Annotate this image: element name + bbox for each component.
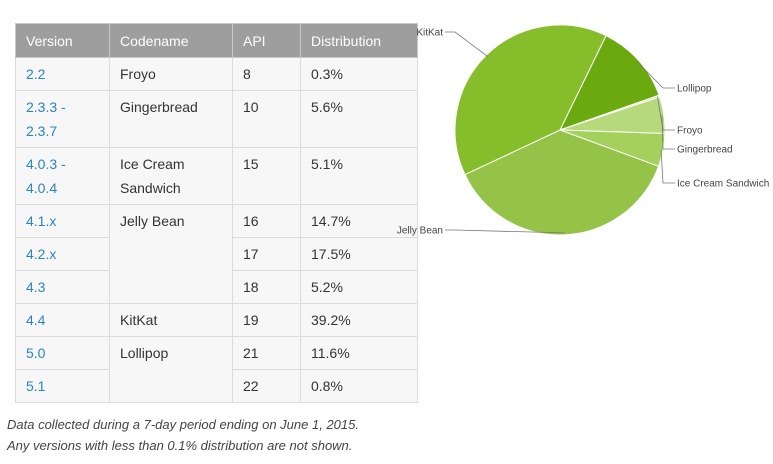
pie-label-froyo: Froyo [677,126,703,137]
api-cell: 21 [232,336,301,370]
table-row: 5.0 Lollipop 21 11.6% [15,336,418,403]
version-link[interactable]: 4.2.x [26,246,57,262]
table-row: 2.3.3 - 2.3.7 Gingerbread 10 5.6% [15,90,418,148]
pie-label-ice-cream-sandwich: Ice Cream Sandwich [677,179,769,190]
codename-cell: Froyo [109,57,233,91]
pie-slice-lollipop [559,34,660,131]
header-version: Version [15,23,110,58]
version-cell: 4.2.x [15,237,110,271]
api-cell: 8 [232,57,301,91]
pie-label-gingerbread: Gingerbread [677,145,733,156]
version-cell: 5.0 [15,336,110,370]
version-link[interactable]: 4.0.3 - 4.0.4 [26,156,66,196]
version-link[interactable]: 5.0 [26,345,46,361]
table-row: 4.4 KitKat 19 39.2% [15,303,418,337]
leader-line-jelly-bean [445,229,565,234]
version-link[interactable]: 4.3 [26,279,46,295]
footnotes: Data collected during a 7-day period end… [7,414,359,456]
version-cell: 4.4 [15,303,110,337]
version-link[interactable]: 4.1.x [26,213,57,229]
leader-line-froyo [657,96,675,131]
version-cell: 2.2 [15,57,110,91]
api-cell: 10 [232,90,301,148]
pie-label-lollipop: Lollipop [677,84,712,95]
pie-label-kitkat: KitKat [416,28,443,39]
codename-cell: Ice Cream Sandwich [109,147,233,205]
distribution-cell: 17.5% [300,237,418,271]
api-cell: 16 [232,204,301,238]
api-cell: 19 [232,303,301,337]
leader-line-kitkat [445,31,488,57]
api-cell: 18 [232,270,301,304]
table-header-row: Version Codename API Distribution [15,23,418,58]
codename-cell: Jelly Bean [109,204,233,304]
header-distribution: Distribution [300,23,418,58]
distribution-cell: 11.6% [300,336,418,370]
distribution-pie-chart: Lollipop Froyo Gingerbread Ice Cream Sandwi… [397,24,769,237]
version-link[interactable]: 5.1 [26,378,46,394]
distribution-cell: 14.7% [300,204,418,238]
api-cell: 17 [232,237,301,271]
distribution-cell: 5.2% [300,270,418,304]
distribution-table: Version Codename API Distribution 2.2 Fr… [15,23,418,403]
leader-line-lollipop [636,61,675,89]
version-cell: 4.1.x [15,204,110,238]
version-cell: 4.0.3 - 4.0.4 [15,147,110,205]
version-cell: 2.3.3 - 2.3.7 [15,90,110,148]
leader-line-gingerbread [661,115,675,150]
table-row: 4.1.x Jelly Bean 16 14.7% [15,204,418,304]
header-codename: Codename [109,23,233,58]
codename-cell: Gingerbread [109,90,233,148]
pie-slice-jelly-bean [464,129,660,236]
version-link[interactable]: 2.2 [26,66,46,82]
footnote-threshold: Any versions with less than 0.1% distrib… [7,438,353,453]
distribution-cell: 5.1% [300,147,418,205]
version-cell: 4.3 [15,270,110,304]
api-cell: 22 [232,369,301,403]
footnote-collection-period: Data collected during a 7-day period end… [7,417,359,432]
codename-cell: KitKat [109,303,233,337]
header-api: API [232,23,301,58]
table-row: 4.0.3 - 4.0.4 Ice Cream Sandwich 15 5.1% [15,147,418,205]
api-cell: 15 [232,147,301,205]
codename-cell: Lollipop [109,336,233,403]
table-row: 2.2 Froyo 8 0.3% [15,57,418,91]
version-link[interactable]: 4.4 [26,312,46,328]
distribution-cell: 39.2% [300,303,418,337]
version-cell: 5.1 [15,369,110,403]
table-row: 4.3 18 5.2% [15,270,418,304]
table-row: 5.1 22 0.8% [15,369,418,403]
distribution-cell: 0.8% [300,369,418,403]
pie-label-jelly-bean: Jelly Bean [397,226,443,237]
table-row: 4.2.x 17 17.5% [15,237,418,271]
leader-line-ice-cream-sandwich [660,149,675,184]
version-link[interactable]: 2.3.3 - 2.3.7 [26,99,66,139]
